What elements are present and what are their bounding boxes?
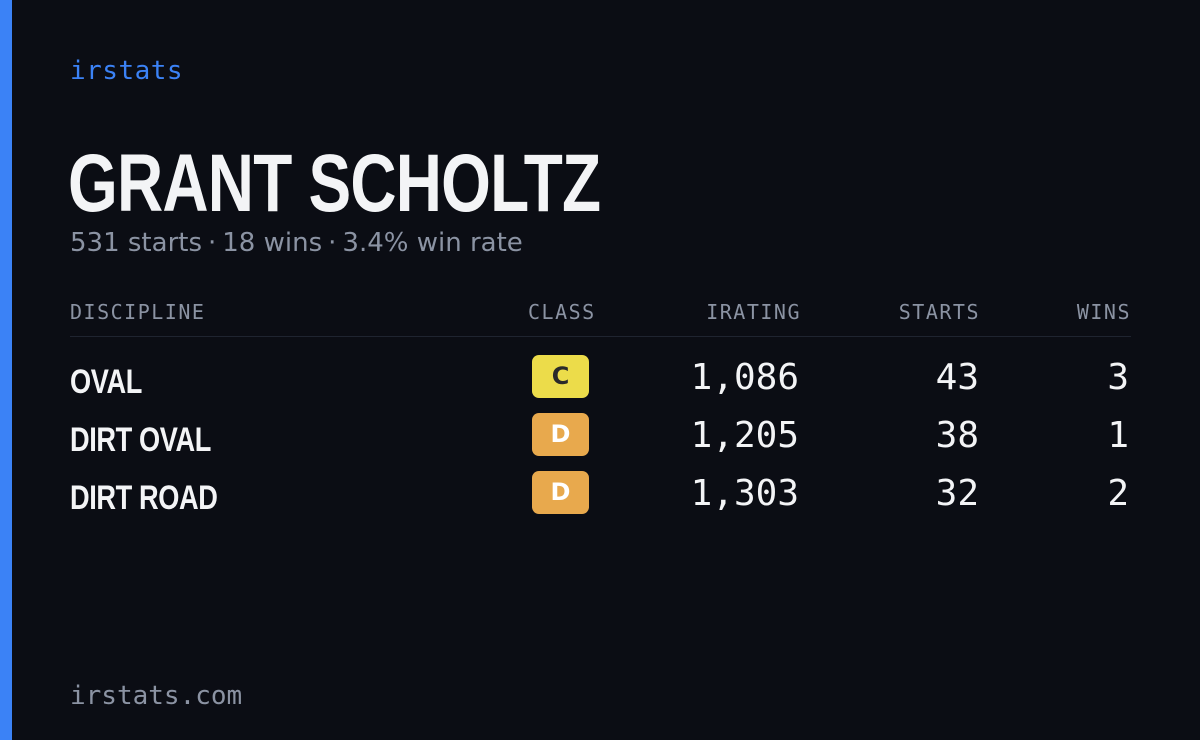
summary-win-rate: 3.4% win rate xyxy=(342,228,523,258)
discipline-name: DIRT OVAL xyxy=(70,421,211,459)
table-row: OVAL C 1,086 43 3 xyxy=(70,353,1131,411)
license-table: DISCIPLINE CLASS IRATING STARTS WINS OVA… xyxy=(70,296,1131,527)
footer-domain[interactable]: irstats.com xyxy=(70,681,243,711)
irating-value: 1,205 xyxy=(690,415,799,456)
starts-value: 32 xyxy=(935,473,979,514)
discipline-name: OVAL xyxy=(70,363,142,401)
starts-value: 38 xyxy=(935,415,979,456)
wins-value: 3 xyxy=(1107,357,1129,398)
class-badge: C xyxy=(532,355,589,398)
summary-separator: · xyxy=(208,228,217,258)
starts-value: 43 xyxy=(935,357,979,398)
wins-value: 2 xyxy=(1107,473,1129,514)
summary-wins: 18 wins xyxy=(222,228,323,258)
class-badge: D xyxy=(532,413,589,456)
header-wins: WINS xyxy=(1076,300,1131,324)
brand-logo-text[interactable]: irstats xyxy=(70,56,184,86)
table-header: DISCIPLINE CLASS IRATING STARTS WINS xyxy=(70,296,1131,337)
summary-separator: · xyxy=(328,228,337,258)
table-row: DIRT OVAL D 1,205 38 1 xyxy=(70,411,1131,469)
player-name: GRANT SCHOLTZ xyxy=(68,138,601,229)
header-class: CLASS xyxy=(528,300,596,324)
table-row: DIRT ROAD D 1,303 32 2 xyxy=(70,469,1131,527)
header-discipline: DISCIPLINE xyxy=(70,300,206,324)
player-summary: 531 starts · 18 wins · 3.4% win rate xyxy=(70,228,523,258)
irating-value: 1,086 xyxy=(690,357,799,398)
class-badge: D xyxy=(532,471,589,514)
irating-value: 1,303 xyxy=(690,473,799,514)
header-starts: STARTS xyxy=(898,300,980,324)
header-irating: IRATING xyxy=(706,300,801,324)
summary-starts: 531 starts xyxy=(70,228,202,258)
discipline-name: DIRT ROAD xyxy=(70,479,218,517)
table-body: OVAL C 1,086 43 3 DIRT OVAL D 1,205 38 1… xyxy=(70,337,1131,527)
accent-bar xyxy=(0,0,12,740)
wins-value: 1 xyxy=(1107,415,1129,456)
